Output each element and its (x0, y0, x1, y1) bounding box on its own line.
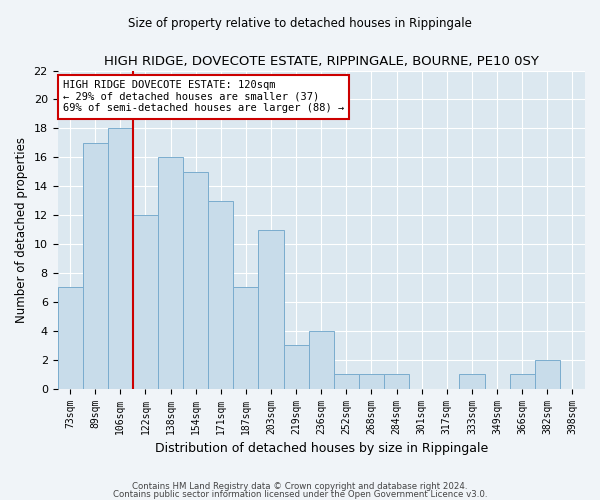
Bar (535, 360, 560, 388)
Bar (309, 331, 334, 388)
Bar (158, 158, 183, 388)
Bar (334, 374, 359, 388)
Text: HIGH RIDGE DOVECOTE ESTATE: 120sqm
← 29% of detached houses are smaller (37)
69%: HIGH RIDGE DOVECOTE ESTATE: 120sqm ← 29%… (63, 80, 344, 114)
Bar (183, 172, 208, 388)
Y-axis label: Number of detached properties: Number of detached properties (15, 136, 28, 322)
Bar (58, 288, 83, 388)
Bar (208, 200, 233, 388)
Bar (133, 215, 158, 388)
Title: HIGH RIDGE, DOVECOTE ESTATE, RIPPINGALE, BOURNE, PE10 0SY: HIGH RIDGE, DOVECOTE ESTATE, RIPPINGALE,… (104, 55, 539, 68)
Bar (259, 230, 284, 388)
Bar (509, 374, 535, 388)
Text: Contains HM Land Registry data © Crown copyright and database right 2024.: Contains HM Land Registry data © Crown c… (132, 482, 468, 491)
Text: Contains public sector information licensed under the Open Government Licence v3: Contains public sector information licen… (113, 490, 487, 499)
X-axis label: Distribution of detached houses by size in Rippingale: Distribution of detached houses by size … (155, 442, 488, 455)
Bar (359, 374, 384, 388)
Bar (233, 288, 259, 388)
Bar (83, 143, 108, 388)
Text: Size of property relative to detached houses in Rippingale: Size of property relative to detached ho… (128, 18, 472, 30)
Bar (384, 374, 409, 388)
Bar (284, 346, 309, 389)
Bar (108, 128, 133, 388)
Bar (460, 374, 485, 388)
